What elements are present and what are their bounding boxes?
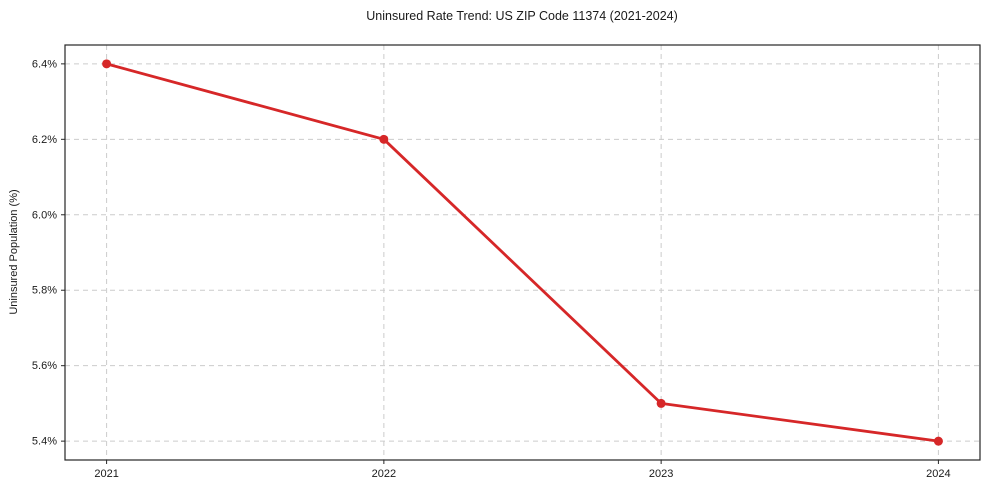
data-point [379, 134, 389, 144]
y-tick-label: 6.2% [32, 134, 57, 146]
y-tick-label: 6.0% [32, 209, 57, 221]
y-tick-label: 5.8% [32, 285, 57, 297]
x-tick-label: 2023 [649, 468, 673, 480]
x-tick-label: 2022 [372, 468, 396, 480]
y-tick-label: 5.4% [32, 436, 57, 448]
trend-line [105, 62, 940, 443]
x-tick-label: 2024 [926, 468, 950, 480]
data-point [933, 436, 943, 446]
y-tick-label: 5.6% [32, 360, 57, 372]
y-tick-label: 6.4% [32, 58, 57, 70]
chart-title: Uninsured Rate Trend: US ZIP Code 11374 … [366, 9, 678, 23]
data-point [102, 59, 112, 69]
data-point [656, 398, 666, 408]
x-tick-label: 2021 [94, 468, 118, 480]
plot-frame [64, 44, 981, 461]
